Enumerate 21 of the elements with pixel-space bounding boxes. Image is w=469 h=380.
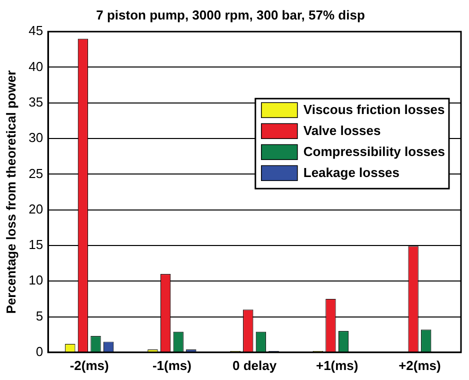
legend-label: Leakage losses bbox=[303, 165, 400, 180]
legend-label: Compressibility losses bbox=[303, 144, 446, 160]
y-tick-label: 30 bbox=[28, 130, 44, 146]
x-tick-label: -2(ms) bbox=[70, 358, 109, 373]
legend-label: Viscous friction losses bbox=[303, 102, 445, 118]
x-tick-label: -1(ms) bbox=[152, 358, 192, 373]
y-tick-label: 25 bbox=[28, 166, 44, 181]
x-tick-label: 0 delay bbox=[232, 358, 278, 373]
y-axis-title: Percentage loss from theoretical power bbox=[3, 70, 18, 314]
x-tick-label: +2(ms) bbox=[398, 358, 441, 373]
y-tick-label: 45 bbox=[28, 23, 44, 38]
y-tick-label: 0 bbox=[36, 344, 44, 359]
y-tick-label: 5 bbox=[36, 308, 44, 324]
y-tick-label: 10 bbox=[28, 272, 44, 288]
y-tick-label: 15 bbox=[28, 237, 44, 252]
y-tick-label: 40 bbox=[28, 58, 44, 74]
y-tick-label: 35 bbox=[28, 94, 44, 110]
y-tick-label: 20 bbox=[28, 201, 44, 216]
x-tick-label: +1(ms) bbox=[316, 358, 358, 373]
legend-label: Valve losses bbox=[303, 123, 381, 138]
chart-title: 7 piston pump, 3000 rpm, 300 bar, 57% disp bbox=[96, 7, 365, 22]
